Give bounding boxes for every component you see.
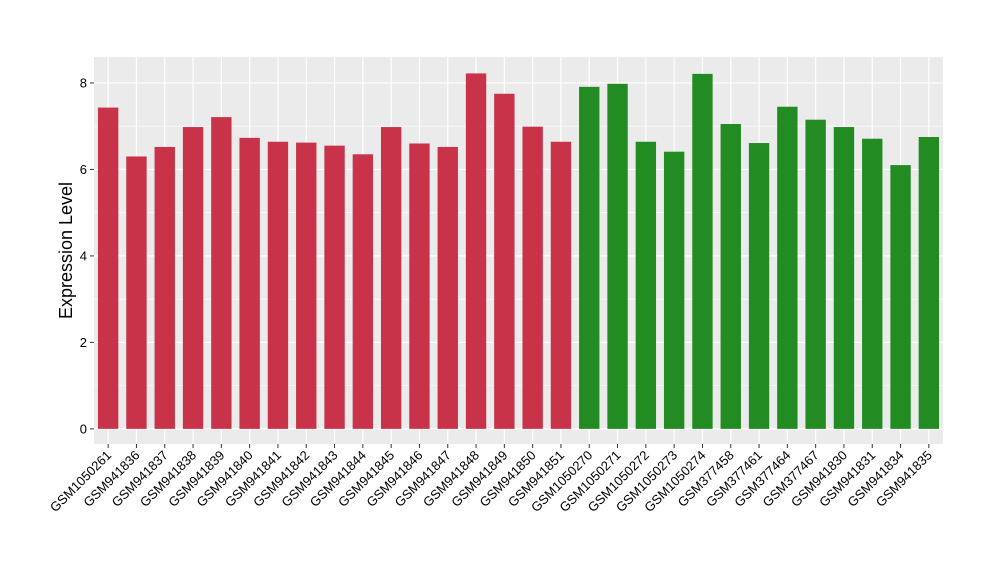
bar-GSM941843 — [324, 145, 345, 429]
bar-GSM941834 — [890, 165, 911, 429]
bar-GSM941840 — [239, 137, 260, 429]
bar-GSM941835 — [918, 136, 940, 429]
bar-GSM941839 — [211, 117, 232, 429]
bar-GSM941838 — [182, 127, 204, 429]
bar-GSM941837 — [154, 146, 175, 429]
bar-GSM1050272 — [635, 141, 657, 429]
bar-GSM941836 — [126, 156, 147, 429]
bar-GSM941851 — [550, 141, 572, 429]
bar-GSM941846 — [409, 143, 430, 429]
bar-GSM377458 — [720, 124, 741, 429]
bar-GSM941831 — [862, 138, 883, 429]
bar-GSM941842 — [296, 142, 317, 429]
bar-GSM1050274 — [692, 73, 713, 429]
bars — [97, 73, 940, 429]
y-tick-label: 2 — [80, 335, 87, 350]
bar-GSM377467 — [805, 119, 826, 429]
bar-GSM377461 — [748, 143, 770, 429]
bar-GSM1050271 — [607, 83, 628, 429]
bar-GSM941841 — [267, 141, 289, 429]
y-axis-title: Expression Level — [56, 182, 76, 319]
plot-panel — [94, 57, 943, 444]
bar-GSM941847 — [437, 146, 458, 429]
bar-GSM1050273 — [663, 151, 685, 429]
bar-GSM941848 — [465, 73, 487, 429]
bar-GSM377464 — [777, 106, 798, 429]
y-tick-label: 0 — [80, 421, 87, 436]
y-tick-label: 8 — [80, 75, 87, 90]
y-axis: 0 2 4 6 8 — [80, 75, 94, 436]
x-axis: GSM1050261GSM941836GSM941837GSM941838GSM… — [47, 444, 935, 515]
y-tick-label: 6 — [80, 162, 87, 177]
y-tick-label: 4 — [80, 248, 87, 263]
bar-GSM1050261 — [97, 107, 119, 429]
bar-GSM941845 — [380, 127, 402, 429]
bar-GSM941844 — [352, 154, 374, 429]
bar-GSM1050270 — [579, 86, 600, 429]
bar-GSM941850 — [522, 126, 543, 429]
bar-GSM941830 — [833, 127, 855, 429]
bar-GSM941849 — [494, 93, 515, 429]
